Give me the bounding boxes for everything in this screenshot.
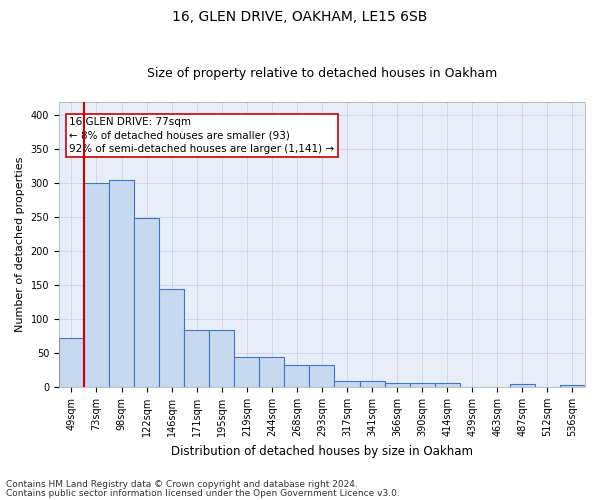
- Text: Contains HM Land Registry data © Crown copyright and database right 2024.: Contains HM Land Registry data © Crown c…: [6, 480, 358, 489]
- Bar: [434, 383, 460, 387]
- Bar: [234, 357, 259, 387]
- Bar: [209, 330, 234, 387]
- Text: Contains public sector information licensed under the Open Government Licence v3: Contains public sector information licen…: [6, 490, 400, 498]
- Bar: [410, 383, 434, 387]
- Title: Size of property relative to detached houses in Oakham: Size of property relative to detached ho…: [147, 66, 497, 80]
- Bar: [284, 366, 310, 387]
- Bar: [159, 289, 184, 387]
- Text: 16, GLEN DRIVE, OAKHAM, LE15 6SB: 16, GLEN DRIVE, OAKHAM, LE15 6SB: [172, 10, 428, 24]
- Bar: [385, 383, 410, 387]
- Bar: [84, 183, 109, 387]
- Bar: [334, 381, 359, 387]
- Bar: [109, 180, 134, 387]
- Bar: [184, 330, 209, 387]
- Bar: [510, 384, 535, 387]
- Bar: [359, 381, 385, 387]
- X-axis label: Distribution of detached houses by size in Oakham: Distribution of detached houses by size …: [171, 444, 473, 458]
- Text: 16 GLEN DRIVE: 77sqm
← 8% of detached houses are smaller (93)
92% of semi-detach: 16 GLEN DRIVE: 77sqm ← 8% of detached ho…: [70, 117, 335, 154]
- Bar: [59, 338, 84, 387]
- Y-axis label: Number of detached properties: Number of detached properties: [15, 156, 25, 332]
- Bar: [560, 385, 585, 387]
- Bar: [134, 218, 159, 387]
- Bar: [259, 357, 284, 387]
- Bar: [310, 366, 334, 387]
